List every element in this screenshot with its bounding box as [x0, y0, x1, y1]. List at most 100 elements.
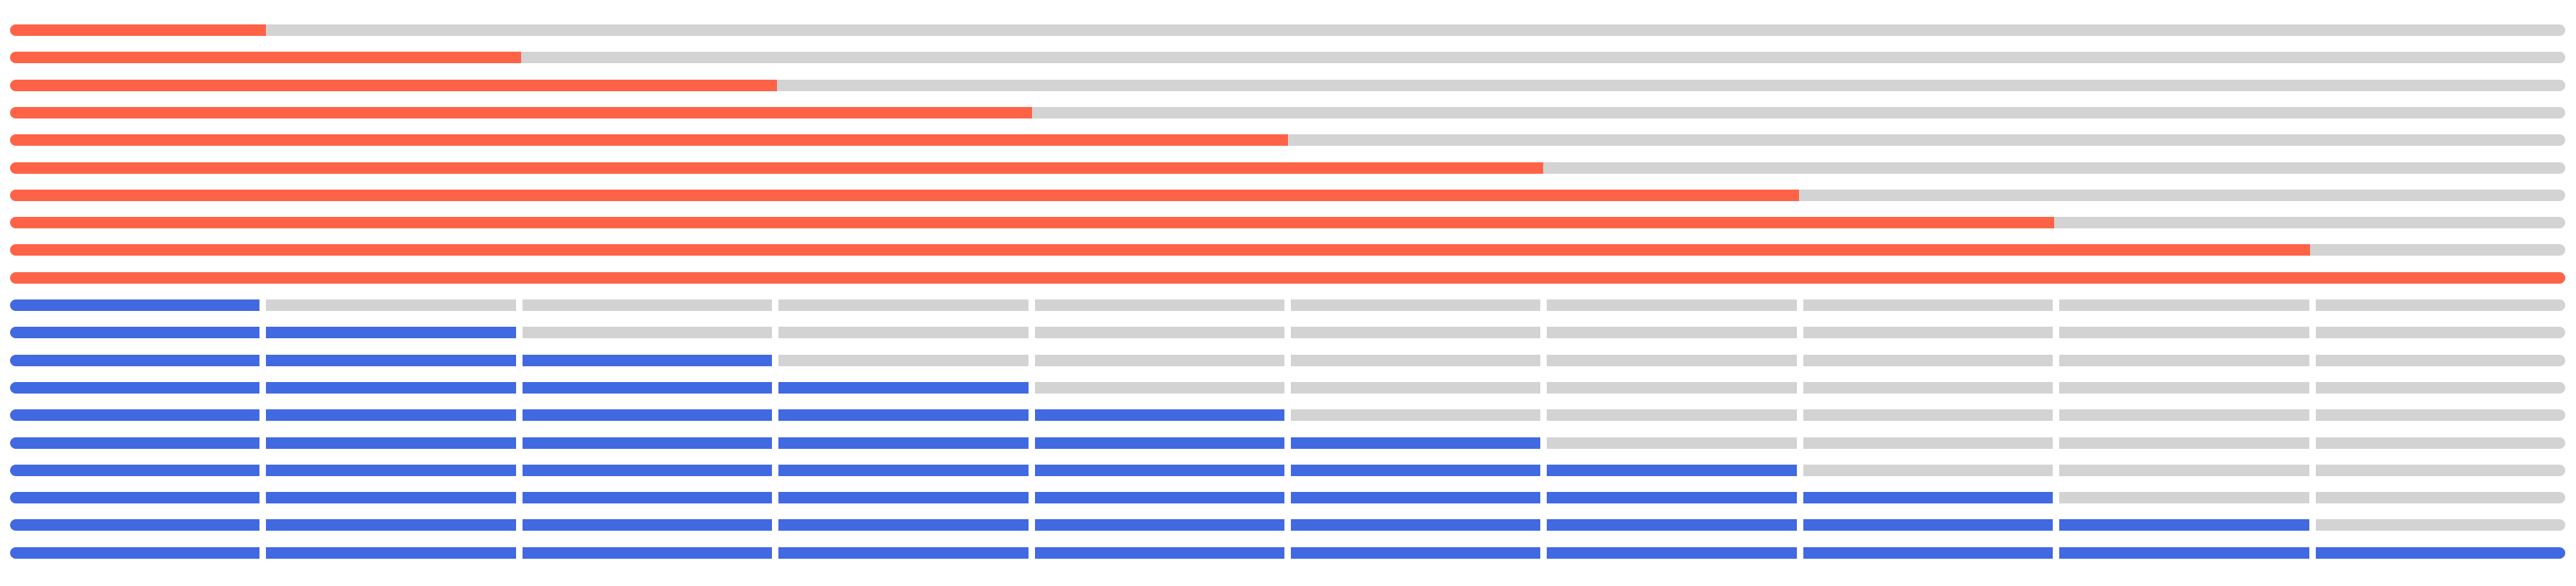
continuous-progress-bar: [10, 80, 2565, 91]
progress-segment-filled: [266, 409, 516, 421]
progress-segment-filled: [1291, 492, 1541, 503]
progress-segment-empty: [2059, 409, 2309, 421]
progress-segment-filled: [2059, 547, 2309, 559]
continuous-progress-bar: [10, 162, 2565, 174]
progress-segment-filled: [1547, 547, 1797, 559]
progress-segment-filled: [1803, 547, 2053, 559]
progress-segment-filled: [266, 519, 516, 531]
segmented-progress-bar: [10, 409, 2565, 421]
progress-segment-empty: [522, 327, 773, 338]
progress-segment-filled: [1547, 465, 1797, 476]
progress-segment-empty: [1034, 355, 1284, 366]
progress-fill: [10, 272, 2565, 284]
progress-segment-filled: [522, 409, 773, 421]
progress-segment-empty: [2059, 382, 2309, 394]
segmented-progress-bar: [10, 382, 2565, 394]
progress-track: [10, 52, 2565, 63]
progress-segment-empty: [1803, 355, 2053, 366]
progress-segment-empty: [1803, 437, 2053, 449]
progress-segment-filled: [778, 409, 1029, 421]
progress-segment-empty: [1291, 382, 1541, 394]
progress-segment-filled: [522, 519, 773, 531]
progress-segment-empty: [2059, 492, 2309, 503]
progress-segment-filled: [522, 437, 773, 449]
progress-segment-filled: [1291, 547, 1541, 559]
progress-segment-empty: [2059, 299, 2309, 311]
progress-segment-empty: [2059, 355, 2309, 366]
segmented-progress-bar: [10, 465, 2565, 476]
progress-segment-empty: [1803, 382, 2053, 394]
progress-segment-empty: [1291, 299, 1541, 311]
segmented-progress-bar: [10, 547, 2565, 559]
progress-segment-empty: [1034, 327, 1284, 338]
progress-segment-empty: [1291, 355, 1541, 366]
progress-segment-empty: [1291, 327, 1541, 338]
progress-segment-empty: [1803, 465, 2053, 476]
progress-segment-empty: [2315, 437, 2565, 449]
progress-segment-filled: [10, 299, 260, 311]
progress-segment-empty: [1803, 409, 2053, 421]
progress-segment-filled: [778, 519, 1029, 531]
progress-segment-filled: [266, 382, 516, 394]
progress-segment-empty: [522, 299, 773, 311]
progress-segment-filled: [1547, 492, 1797, 503]
progress-segment-filled: [10, 355, 260, 366]
progress-segment-empty: [1547, 409, 1797, 421]
progress-segment-empty: [1547, 327, 1797, 338]
progress-segment-filled: [266, 492, 516, 503]
progress-segment-empty: [2315, 327, 2565, 338]
progress-segment-filled: [266, 465, 516, 476]
progress-segment-filled: [778, 465, 1029, 476]
progress-fill: [10, 190, 1799, 201]
progress-segment-filled: [522, 547, 773, 559]
progress-segment-filled: [1034, 409, 1284, 421]
progress-segment-filled: [522, 355, 773, 366]
progress-segment-filled: [1803, 492, 2053, 503]
progress-fill: [10, 52, 521, 63]
progress-fill: [10, 24, 266, 36]
segmented-progress-bar: [10, 327, 2565, 338]
progress-segment-filled: [2059, 519, 2309, 531]
segmented-progress-bar: [10, 492, 2565, 503]
progress-segment-empty: [2315, 465, 2565, 476]
progress-segment-filled: [10, 519, 260, 531]
progress-segment-filled: [10, 437, 260, 449]
progress-segment-empty: [1803, 327, 2053, 338]
progress-segment-empty: [2315, 355, 2565, 366]
progress-segment-filled: [2315, 547, 2565, 559]
progress-segment-empty: [1034, 299, 1284, 311]
continuous-progress-bar: [10, 24, 2565, 36]
progress-segment-empty: [2059, 465, 2309, 476]
progress-segment-filled: [778, 547, 1029, 559]
progress-segment-empty: [778, 355, 1029, 366]
segmented-progress-bar: [10, 437, 2565, 449]
progress-segment-filled: [1803, 519, 2053, 531]
progress-segment-filled: [522, 492, 773, 503]
progress-segment-filled: [266, 355, 516, 366]
progress-segment-filled: [1034, 492, 1284, 503]
progress-segment-empty: [2315, 299, 2565, 311]
progress-segment-empty: [1034, 382, 1284, 394]
progress-segment-empty: [266, 299, 516, 311]
progress-segment-filled: [1034, 547, 1284, 559]
progress-segment-filled: [522, 465, 773, 476]
progress-segment-empty: [1291, 409, 1541, 421]
progress-segment-empty: [778, 327, 1029, 338]
progress-fill: [10, 107, 1032, 118]
progress-fill: [10, 217, 2054, 228]
progress-segment-filled: [10, 382, 260, 394]
progress-fill: [10, 80, 777, 91]
progress-fill: [10, 162, 1543, 174]
progress-segment-empty: [2315, 409, 2565, 421]
progress-segment-filled: [10, 492, 260, 503]
progress-segment-filled: [10, 465, 260, 476]
progress-segment-empty: [1547, 382, 1797, 394]
continuous-progress-bar: [10, 52, 2565, 63]
progress-segment-filled: [522, 382, 773, 394]
progress-segment-filled: [10, 327, 260, 338]
progress-segment-filled: [10, 547, 260, 559]
continuous-progress-bar: [10, 217, 2565, 228]
continuous-progress-bar: [10, 190, 2565, 201]
progress-segment-filled: [1034, 519, 1284, 531]
continuous-progress-bar: [10, 272, 2565, 284]
